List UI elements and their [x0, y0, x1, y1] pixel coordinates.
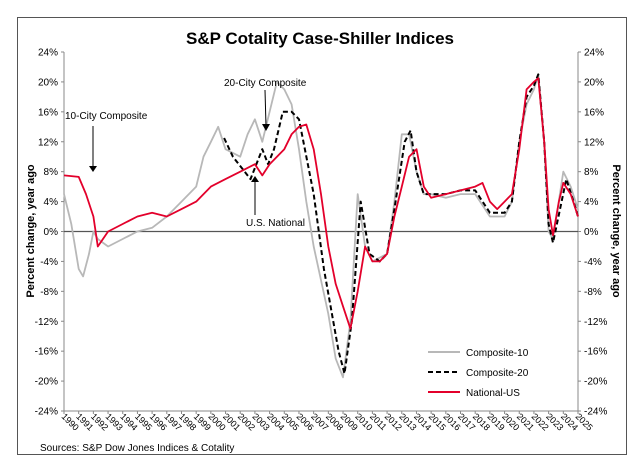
y-axis-label-left: Percent change, year ago: [25, 164, 37, 298]
y-tick-label-right: -20%: [584, 377, 607, 388]
arrow-head-icon: [262, 124, 270, 131]
arrow-head-icon: [89, 166, 97, 172]
y-tick-label-left: 20%: [38, 77, 58, 88]
source-note: Sources: S&P Dow Jones Indices & Cotalit…: [40, 443, 234, 454]
annotation-us-national: U.S. National: [246, 218, 305, 229]
annotation-10-city: 10-City Composite: [65, 111, 148, 122]
y-tick-label-right: -16%: [584, 347, 607, 358]
series-line-composite-20: [223, 73, 579, 375]
y-tick-label-left: -12%: [35, 317, 58, 328]
legend-label: Composite-20: [466, 368, 529, 379]
series-line-national-us: [63, 77, 579, 330]
y-tick-label-right: 4%: [584, 197, 599, 208]
y-tick-label-right: -12%: [584, 317, 607, 328]
y-tick-label-left: 4%: [44, 197, 59, 208]
y-tick-label-right: 0%: [584, 227, 599, 238]
y-tick-label-right: -24%: [584, 407, 607, 418]
y-tick-label-left: 24%: [38, 48, 58, 59]
annotation-arrow-20-city: [264, 89, 267, 127]
y-tick-label-left: 16%: [38, 107, 58, 118]
annotation-20-city: 20-City Composite: [224, 78, 307, 89]
y-tick-label-right: 20%: [584, 77, 604, 88]
y-tick-label-right: 12%: [584, 137, 604, 148]
y-tick-label-left: -16%: [35, 347, 58, 358]
y-tick-label-right: -8%: [584, 287, 602, 298]
y-tick-label-left: 0%: [44, 227, 59, 238]
chart-title: S&P Cotality Case-Shiller Indices: [186, 29, 454, 48]
y-tick-label-left: -24%: [35, 407, 58, 418]
y-tick-label-left: 12%: [38, 137, 58, 148]
y-tick-label-left: 8%: [44, 167, 59, 178]
y-tick-label-right: 8%: [584, 167, 599, 178]
legend-label: National-US: [466, 388, 520, 399]
y-tick-label-left: -4%: [40, 257, 58, 268]
y-tick-label-right: 24%: [584, 48, 604, 59]
legend-label: Composite-10: [466, 348, 529, 359]
y-tick-label-right: 16%: [584, 107, 604, 118]
y-tick-label-left: -20%: [35, 377, 58, 388]
y-axis-label-right: Percent change, year ago: [610, 164, 622, 298]
arrow-head-icon: [251, 176, 259, 182]
y-tick-label-left: -8%: [40, 287, 58, 298]
chart-frame: [17, 17, 627, 455]
y-tick-label-right: -4%: [584, 257, 602, 268]
